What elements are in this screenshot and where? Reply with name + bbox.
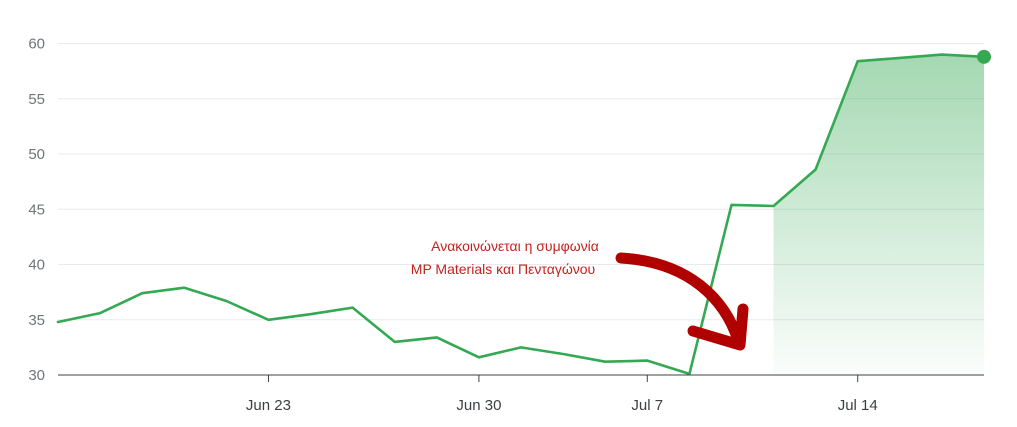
y-tick-label: 55 [28,91,45,108]
data-point [393,340,397,344]
price-area-fill [773,54,984,375]
data-point [603,360,607,364]
x-tick-label: Jul 14 [838,397,878,414]
data-point [98,311,102,315]
data-point [477,355,481,359]
annotation-line-2: MP Materials και Πενταγώνου [411,261,595,277]
y-tick-label: 40 [28,257,45,274]
price-line [56,53,986,376]
y-axis-ticks: 30 35 40 45 50 55 60 [28,36,45,384]
y-tick-label: 60 [28,36,45,53]
data-point [309,312,313,316]
data-point [182,286,186,290]
data-point [56,320,60,324]
y-tick-label: 35 [28,312,45,329]
y-tick-label: 50 [28,146,45,163]
data-point [266,318,270,322]
data-point [940,53,944,57]
data-point [898,56,902,60]
annotation: Ανακοινώνεται η συμφωνία MP Materials κα… [411,238,749,351]
data-point [140,291,144,295]
y-tick-label: 45 [28,201,45,218]
data-point [519,345,523,349]
data-point [814,168,818,172]
data-point [856,59,860,63]
annotation-line-1: Ανακοινώνεται η συμφωνία [431,238,599,254]
data-point [772,204,776,208]
data-point [435,335,439,339]
data-point [224,299,228,303]
x-tick-label: Jun 30 [456,397,501,414]
last-price-dot [977,49,991,64]
annotation-arrow-icon [615,252,744,346]
y-tick-label: 30 [28,367,45,384]
x-tick-label: Jul 7 [631,397,663,414]
data-point [351,306,355,310]
data-point [687,372,691,376]
data-point [645,359,649,363]
x-tick-label: Jun 23 [246,397,291,414]
annotation-arrowhead-icon [687,303,749,351]
data-point [561,352,565,356]
data-point [729,203,733,207]
x-axis-ticks: Jun 23 Jun 30 Jul 7 Jul 14 [246,375,878,414]
